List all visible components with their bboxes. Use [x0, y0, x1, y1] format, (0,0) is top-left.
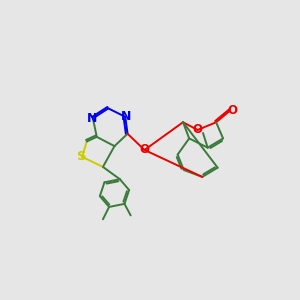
- Text: O: O: [227, 104, 237, 117]
- Text: O: O: [193, 123, 202, 136]
- Text: N: N: [87, 112, 97, 125]
- Text: O: O: [140, 143, 149, 157]
- Text: S: S: [76, 150, 86, 164]
- Text: N: N: [121, 110, 131, 123]
